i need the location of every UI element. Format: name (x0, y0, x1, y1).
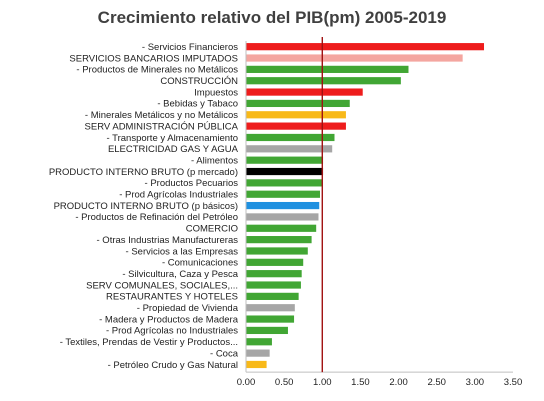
bar (246, 360, 267, 369)
category-label: - Textiles, Prendas de Vestir y Producto… (60, 337, 238, 348)
bar (246, 224, 317, 232)
x-tick-label: 2.50 (427, 377, 446, 388)
bar (246, 338, 272, 346)
category-label: COMERCIO (186, 224, 238, 235)
x-tick-label: 1.00 (313, 377, 332, 388)
category-label: SERVICIOS BANCARIOS IMPUTADOS (69, 53, 238, 64)
category-label: - Coca (210, 348, 239, 359)
category-label: - Propiedad de Vivienda (137, 303, 239, 314)
category-label: - Madera y Productos de Madera (99, 314, 239, 325)
x-tick-label: 2.00 (389, 377, 408, 388)
bar (246, 65, 409, 73)
category-label: - Silvicultura, Caza y Pesca (122, 269, 238, 280)
bar (246, 247, 308, 255)
category-label: - Productos Pecuarios (145, 178, 239, 189)
bar (246, 270, 302, 278)
category-label: - Bebidas y Tabaco (157, 99, 238, 110)
category-label: - Comunicaciones (162, 258, 238, 269)
category-label: - Prod Agrícolas Industriales (119, 190, 238, 201)
category-label: RESTAURANTES Y HOTELES (106, 292, 238, 303)
bar (246, 201, 320, 210)
x-tick-label: 0.50 (275, 377, 294, 388)
bar (246, 304, 295, 312)
bar (246, 292, 299, 300)
bar (246, 190, 320, 198)
bar (246, 213, 319, 221)
bar (246, 236, 312, 244)
bar (246, 258, 304, 266)
category-label: - Servicios a las Empresas (126, 246, 239, 257)
bar (246, 43, 485, 51)
category-label: - Productos de Refinación del Petróleo (75, 212, 238, 223)
bar (246, 167, 324, 176)
category-label: SERV ADMINISTRACIÓN PÚBLICA (85, 121, 239, 132)
bars-group (246, 43, 485, 369)
bar (246, 145, 333, 153)
bar (246, 133, 335, 142)
x-axis: 0.00 0.50 1.00 1.50 2.00 2.50 3.00 3.50 (237, 41, 523, 388)
bar (246, 99, 350, 108)
x-tick-label: 3.50 (504, 377, 523, 388)
category-label: SERV COMUNALES, SOCIALES,... (86, 280, 238, 291)
category-label: - Servicios Financieros (142, 42, 238, 53)
category-label: PRODUCTO INTERNO BRUTO (p básicos) (54, 201, 238, 212)
category-label: - Transporte y Almacenamiento (107, 133, 238, 144)
category-label: PRODUCTO INTERNO BRUTO (p mercado) (49, 167, 238, 178)
bar (246, 122, 346, 130)
category-label: - Otras Industrias Manufactureras (97, 235, 239, 246)
bar (246, 349, 270, 357)
bar (246, 88, 363, 96)
bar (246, 315, 295, 323)
category-label: - Productos de Minerales no Metálicos (76, 65, 238, 76)
x-tick-label: 1.50 (351, 377, 370, 388)
bar (246, 111, 346, 119)
bar (246, 179, 323, 187)
category-label: - Petróleo Crudo y Gas Natural (108, 360, 238, 371)
category-label: - Prod Agrícolas no Industriales (106, 326, 238, 337)
bar (246, 281, 301, 289)
chart-title: Crecimiento relativo del PIB(pm) 2005-20… (97, 8, 447, 27)
bar (246, 77, 401, 85)
x-tick-label: 3.00 (466, 377, 485, 388)
category-label: CONSTRUCCIÓN (160, 76, 238, 87)
category-label: Impuestos (194, 87, 238, 98)
x-tick-label: 0.00 (237, 377, 256, 388)
category-label: - Alimentos (191, 155, 238, 166)
bar (246, 54, 463, 62)
category-label: ELECTRICIDAD GAS Y AGUA (108, 144, 239, 155)
bar (246, 326, 288, 335)
bar (246, 156, 324, 164)
category-label: - Minerales Metálicos y no Metálicos (85, 110, 238, 121)
